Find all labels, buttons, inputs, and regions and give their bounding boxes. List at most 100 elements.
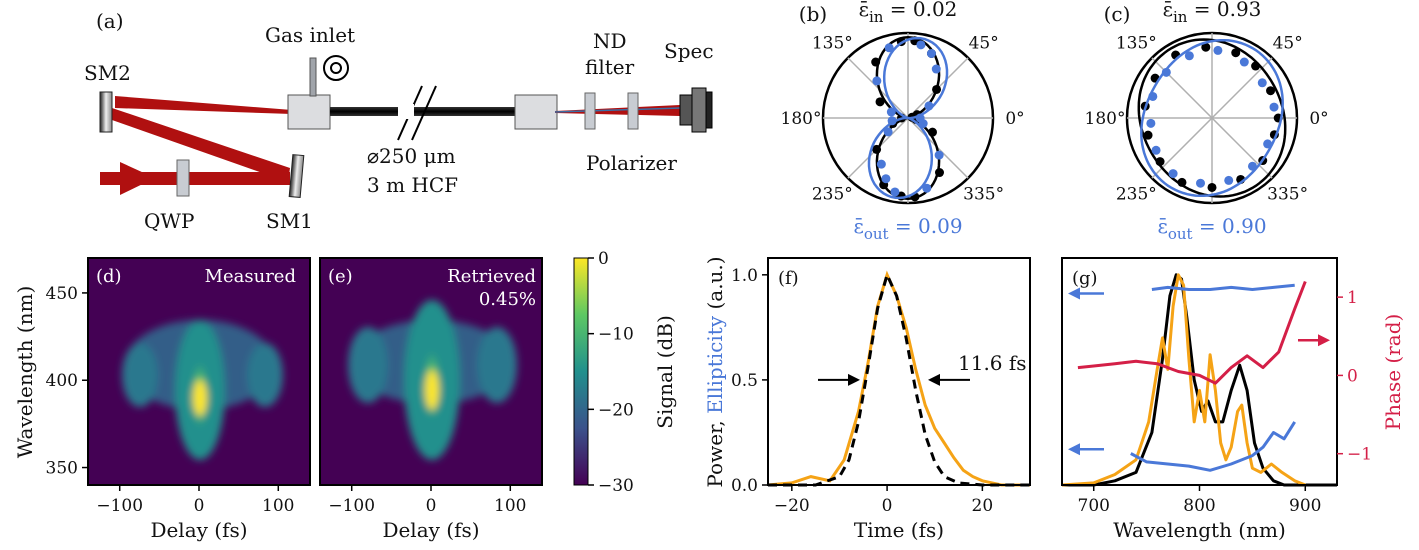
gas-flow-icon	[323, 55, 349, 81]
heatmap-d-title: Measured	[205, 266, 296, 287]
polar-point-series-0	[871, 57, 881, 67]
line-g-xtick-label: 700	[1078, 496, 1110, 516]
line-f-xtick-label: −20	[774, 496, 810, 516]
panel-label-g: (g)	[1072, 268, 1098, 289]
gas-inlet-pipe-icon	[309, 57, 317, 97]
qwp-plate-icon	[176, 159, 190, 197]
qwp-label: QWP	[144, 209, 194, 233]
line-g-series-1	[1061, 273, 1306, 487]
line-chart-f: −20 0 20 0.0 0.5 1.0 (f) Time (fs) Power, Ellipt…	[703, 256, 1031, 542]
line-f-series-0	[767, 270, 1030, 487]
polar-point-series-0	[1143, 130, 1153, 140]
polar-point-series-1	[1151, 145, 1161, 155]
polar-point-series-1	[1168, 169, 1178, 179]
polar-point-series-1	[916, 40, 926, 50]
line-f-ytick-label: 0.0	[731, 476, 758, 496]
polar-angle-label: 335°	[963, 185, 1004, 205]
polar-point-series-1	[886, 107, 896, 117]
axis-arrowhead-left-icon-1	[1068, 443, 1080, 456]
polar-point-series-0	[934, 168, 944, 178]
polar-gridline	[1151, 57, 1273, 179]
colorbar-tick-label: −30	[598, 476, 634, 496]
line-g-ytick-right-label: 1	[1347, 288, 1358, 308]
heatmap-e: (e) Retrieved 0.45% −100 0 100 Delay (fs)	[319, 257, 543, 542]
line-f-ytick-label: 1.0	[731, 266, 758, 286]
polar-angle-label: 135°	[1116, 33, 1157, 53]
colorbar-label: Signal (dB)	[653, 315, 677, 429]
heatmap-e-title: Retrieved	[447, 266, 536, 287]
heatmap-ytick-label: 450	[46, 284, 78, 304]
polar-angle-label: 180°	[1085, 109, 1126, 129]
gas-flow-icon-inner	[330, 62, 342, 74]
line-f-series-1	[768, 270, 1030, 487]
polar-point-series-1	[931, 64, 941, 74]
polar-point-series-1	[1239, 57, 1249, 67]
line-g-ytick-right-label: 0	[1347, 366, 1358, 386]
polar-point-series-0	[932, 84, 942, 94]
polar-plot-c: 0° 45° 135° 180° 235° 335° (c) ε̄in = 0.93 ε̄out…	[1085, 0, 1329, 243]
polar-curve-series-1	[1140, 38, 1284, 198]
polar-point-series-1	[887, 116, 897, 126]
axis-arrowhead-left-icon-0	[1068, 287, 1080, 300]
line-g-series-4	[1077, 280, 1307, 385]
panel-label-f: (f)	[778, 268, 799, 289]
sm1-label: SM1	[266, 209, 313, 233]
nd-label-line2: filter	[585, 55, 635, 79]
heatmap-e-xlabel: Delay (fs)	[382, 518, 479, 542]
line-g-xtick-label: 800	[1183, 496, 1215, 516]
polar-angle-label: 235°	[812, 185, 853, 205]
fiber-break-mark-icon	[411, 85, 437, 141]
line-g-ylabel-right: Phase (rad)	[1381, 314, 1405, 431]
polar-point-series-0	[1266, 86, 1276, 96]
polar-curve-series-1	[867, 36, 949, 200]
fwhm-arrowhead-right-icon	[928, 373, 940, 386]
polar-point-series-1	[1184, 51, 1194, 61]
heatmap-xtick-label: 100	[494, 496, 526, 516]
line-f-xtick-label: 20	[972, 496, 994, 516]
polar-point-series-1	[1263, 139, 1273, 149]
polar-angle-label: 45°	[969, 33, 999, 53]
line-f-xtick-label: 0	[882, 496, 893, 516]
line-f-ytick-label: 0.5	[731, 371, 758, 391]
colorbar-tick-label: 0	[598, 249, 609, 269]
polar-point-series-1	[884, 43, 894, 53]
polar-angle-label: 335°	[1267, 185, 1308, 205]
heatmap-xtick-label: −100	[328, 496, 375, 516]
polar-point-series-1	[922, 183, 932, 193]
line-g-xlabel: Wavelength (nm)	[1113, 518, 1286, 542]
nd-label-line1: ND	[593, 29, 627, 53]
polar-point-series-0	[875, 97, 885, 107]
line-f-ylabel: Power, Ellipticity (a.u.)	[703, 256, 727, 487]
fwhm-annotation: 11.6 fs	[958, 351, 1027, 375]
spec-label: Spec	[664, 39, 714, 63]
polarizer-plate-icon	[627, 92, 639, 130]
heatmap-e-ticks: −100 0 100	[328, 485, 527, 516]
polar-title-b: ε̄in = 0.02	[859, 0, 958, 26]
polar-point-series-1	[883, 127, 893, 137]
heatmap-d-ticks: −100 0 100 350 400 450	[46, 284, 295, 516]
panel-label-e: (e)	[328, 266, 353, 287]
heatmap-d-xlabel: Delay (fs)	[150, 518, 247, 542]
polar-angle-label: 45°	[1273, 33, 1303, 53]
heatmap-ytick-label: 350	[46, 459, 78, 479]
polar-point-series-1	[1213, 45, 1223, 55]
polar-angle-label: 0°	[1309, 109, 1328, 129]
polar-point-series-1	[926, 49, 936, 59]
gas-inlet-label: Gas inlet	[265, 23, 355, 47]
polar-point-series-1	[1269, 102, 1279, 112]
polar-point-series-1	[934, 150, 944, 160]
line-chart-g: 700 800 900 1 0 −1 (g) Wavelength (nm) Phase (ra…	[1061, 257, 1405, 542]
polar-bottom-label-c: ε̄out = 0.90	[1157, 214, 1266, 243]
colorbar-tick-label: −20	[598, 400, 634, 420]
polar-point-series-0	[1201, 42, 1211, 52]
nd-filter-plate-icon	[584, 92, 596, 130]
polar-angle-label: 180°	[781, 109, 822, 129]
line-g-xtick-label: 900	[1289, 496, 1321, 516]
polar-point-series-0	[1155, 157, 1165, 167]
heatmap-xtick-label: 100	[262, 496, 294, 516]
beam-sm1-to-sm2	[112, 108, 290, 182]
polar-point-series-1	[915, 113, 925, 123]
colorbar-ticks: 0 −10 −20 −30	[588, 249, 634, 496]
beam-arrow-icon	[120, 162, 155, 195]
